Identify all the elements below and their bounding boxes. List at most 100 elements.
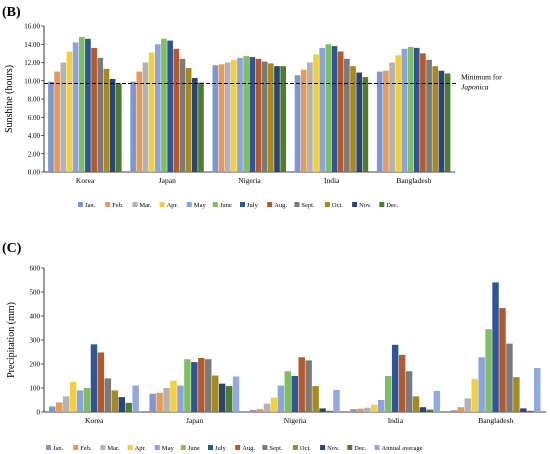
- bar-nigeria-sept: [261, 61, 268, 172]
- legend-label: Feb.: [80, 445, 92, 452]
- bar-japan-dec: [225, 386, 233, 412]
- y-tick-label: 300: [30, 337, 41, 345]
- bar-india-sept: [405, 371, 413, 412]
- bar-bangladesh-annualaverage: [534, 368, 541, 412]
- bar-india-nov: [356, 72, 363, 172]
- legend-label: Oct.: [300, 445, 311, 452]
- legend-label: June: [220, 202, 232, 209]
- bar-bangladesh-may: [401, 48, 408, 172]
- legend-label: Aug.: [274, 202, 287, 209]
- legend-label: Dec.: [386, 202, 398, 209]
- bar-nigeria-oct: [312, 386, 319, 412]
- x-category-label: Korea: [76, 176, 95, 185]
- bar-korea-aug: [97, 352, 105, 412]
- bar-bangladesh-dec: [527, 410, 534, 412]
- bar-nigeria-feb: [218, 64, 225, 172]
- legend-swatch: [352, 202, 358, 207]
- bar-bangladesh-aug: [420, 53, 426, 172]
- legend-swatch: [154, 445, 160, 450]
- bar-korea-sept: [104, 378, 112, 412]
- legend-swatch: [180, 445, 186, 450]
- bar-bangladesh-sept: [506, 343, 513, 412]
- bar-india-aug: [398, 354, 406, 412]
- legend-swatch: [132, 202, 138, 207]
- legend-swatch: [324, 202, 330, 207]
- y-tick-label: 0: [37, 409, 41, 417]
- bar-japan-sept: [179, 58, 186, 172]
- bar-india-oct: [350, 66, 356, 172]
- legend-swatch: [105, 202, 111, 207]
- legend-label: Nov.: [359, 202, 372, 209]
- bar-japan-nov: [218, 383, 226, 412]
- y-tick-label: 6.00: [28, 114, 41, 122]
- legend-label: July: [215, 445, 227, 452]
- bar-korea-nov: [109, 78, 116, 172]
- legend-swatch: [100, 445, 106, 450]
- bar-bangladesh-sept: [426, 59, 432, 173]
- legend-swatch: [235, 445, 241, 450]
- bar-india-oct: [412, 396, 420, 412]
- x-category-label: Japan: [186, 416, 203, 425]
- bar-india-feb: [357, 408, 364, 412]
- y-tick-label: 100: [30, 385, 41, 393]
- legend-swatch: [320, 445, 326, 450]
- bar-nigeria-may: [277, 385, 285, 412]
- x-category-label: Japan: [159, 176, 176, 185]
- bar-bangladesh-apr: [395, 55, 402, 173]
- bar-japan-apr: [148, 52, 155, 172]
- bar-nigeria-mar: [224, 62, 231, 172]
- bar-bangladesh-july: [492, 282, 499, 412]
- bar-bangladesh-mar: [464, 398, 471, 412]
- legend-swatch: [212, 202, 218, 207]
- bar-japan-aug: [198, 358, 205, 412]
- legend-label: Sept.: [269, 445, 283, 452]
- panel-label: (B): [2, 5, 21, 20]
- bar-korea-dec: [125, 402, 132, 412]
- bar-bangladesh-jan: [376, 71, 383, 172]
- legend-label: Apr.: [167, 202, 179, 209]
- bar-bangladesh-dec: [444, 73, 451, 172]
- bar-india-sept: [344, 58, 350, 172]
- legend-label: Annual average: [382, 445, 423, 452]
- legend-label: Dec.: [354, 445, 366, 452]
- bar-nigeria-dec: [280, 66, 286, 172]
- bar-india-mar: [307, 62, 313, 172]
- bar-india-dec: [426, 409, 434, 412]
- bar-korea-aug: [91, 47, 97, 172]
- bar-japan-mar: [163, 388, 170, 412]
- bar-nigeria-july: [291, 376, 298, 412]
- bar-bangladesh-june: [485, 329, 492, 412]
- bar-korea-annualaverage: [132, 385, 139, 412]
- legend-swatch: [374, 445, 380, 450]
- bar-india-jan: [350, 409, 357, 412]
- bar-japan-annualaverage: [232, 376, 240, 412]
- legend-swatch: [240, 202, 245, 207]
- bar-japan-oct: [185, 67, 192, 172]
- y-tick-label: 400: [30, 313, 41, 321]
- bar-korea-mar: [62, 396, 70, 412]
- bar-nigeria-jan: [212, 65, 219, 172]
- legend-label: Jan.: [85, 202, 96, 209]
- bar-nigeria-june: [284, 371, 292, 412]
- bar-japan-nov: [191, 78, 198, 172]
- y-tick-label: 10.00: [24, 77, 40, 85]
- bar-nigeria-nov: [274, 66, 280, 172]
- bar-korea-may: [76, 390, 84, 412]
- bar-japan-may: [154, 44, 161, 172]
- bar-india-apr: [371, 404, 378, 412]
- bar-bangladesh-july: [413, 47, 420, 172]
- legend-label: June: [188, 445, 200, 452]
- bar-japan-july: [191, 362, 198, 412]
- bar-bangladesh-nov: [438, 70, 445, 172]
- bar-korea-july: [90, 344, 98, 412]
- y-tick-label: 16.00: [24, 23, 40, 31]
- legend-swatch: [292, 445, 298, 450]
- bar-korea-apr: [69, 382, 77, 412]
- y-tick-label: 200: [30, 361, 41, 369]
- bar-nigeria-june: [243, 56, 249, 172]
- reference-label-italic: Japonica: [461, 82, 489, 91]
- legend-swatch: [379, 202, 385, 207]
- bar-bangladesh-jan: [450, 410, 458, 412]
- bar-nigeria-sept: [305, 360, 312, 412]
